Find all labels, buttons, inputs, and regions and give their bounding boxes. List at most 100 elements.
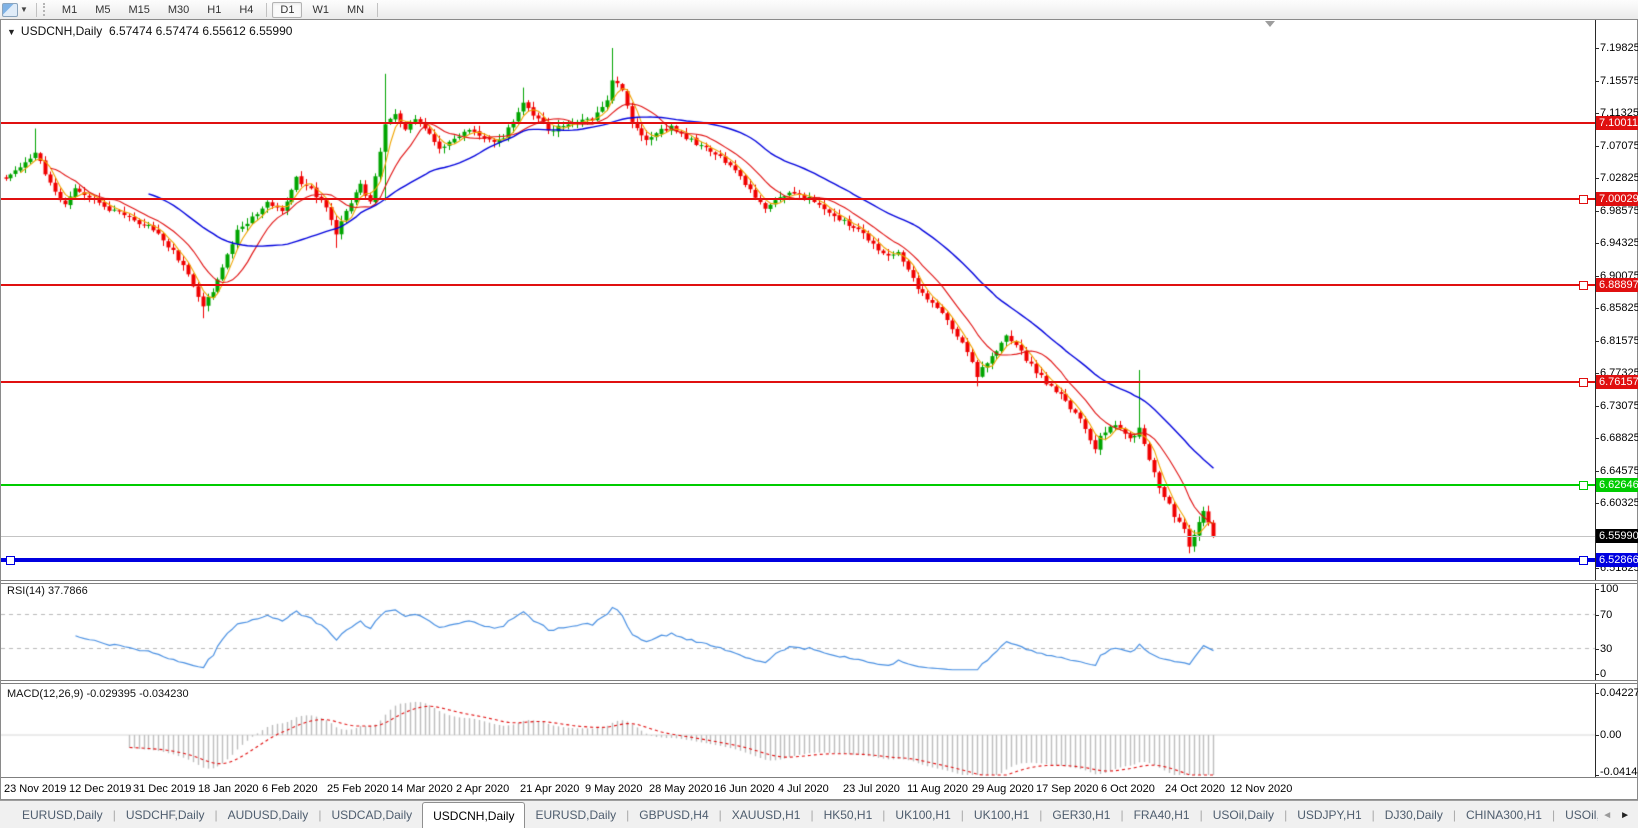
macd-label: MACD(12,26,9) -0.029395 -0.034230 (7, 688, 189, 700)
tab-eurusd-daily[interactable]: EURUSD,Daily (22, 807, 103, 822)
collapse-caret-icon[interactable]: ▼ (7, 27, 16, 37)
tab-eurusd-daily[interactable]: EURUSD,Daily (535, 807, 617, 822)
rsi-tick-mark (1595, 649, 1599, 650)
chevron-down-icon[interactable]: ▼ (20, 5, 28, 14)
tab-dj30-daily[interactable]: DJ30,Daily (1384, 807, 1443, 822)
timeframe-button-mn[interactable]: MN (346, 3, 365, 16)
timeframe-button-m30[interactable]: M30 (167, 3, 190, 16)
timeframe-button-h4[interactable]: H4 (239, 3, 254, 16)
price-chart-canvas[interactable] (1, 20, 1595, 580)
rsi-label: RSI(14) 37.7866 (7, 585, 88, 597)
tab-uk100-h1[interactable]: UK100,H1 (895, 807, 951, 822)
tab-hk50-h1[interactable]: HK50,H1 (823, 807, 873, 822)
price-tick-mark (1595, 211, 1599, 212)
toolbar-grip[interactable] (42, 3, 48, 16)
price-tick-label: 6.68825 (1600, 432, 1638, 444)
hline-handle-right[interactable] (1579, 195, 1588, 204)
tab-separator: | (1371, 807, 1375, 822)
tab-fra40-h1[interactable]: FRA40,H1 (1133, 807, 1190, 822)
panel-divider-macd[interactable] (1, 680, 1637, 684)
rsi-scale-label: 100 (1600, 583, 1619, 595)
hline-6.62646[interactable] (1, 484, 1595, 486)
price-badge-7.00029: 7.00029 (1596, 192, 1638, 206)
date-label: 6 Feb 2020 (262, 783, 318, 795)
price-tick-mark (1595, 178, 1599, 179)
tab-separator: | (1120, 807, 1124, 822)
timeframe-button-w1[interactable]: W1 (312, 3, 329, 16)
tab-ger30-h1[interactable]: GER30,H1 (1052, 807, 1111, 822)
price-tick-mark (1595, 406, 1599, 407)
rsi-scale-label: 30 (1600, 643, 1613, 655)
rsi-tick-mark (1595, 674, 1599, 675)
tab-usdcnh-daily[interactable]: USDCNH,Daily (422, 802, 526, 828)
tab-usoil-daily[interactable]: USOil,Daily (1212, 807, 1275, 822)
date-label: 23 Jul 2020 (843, 783, 900, 795)
tab-gbpusd-h4[interactable]: GBPUSD,H4 (639, 807, 709, 822)
chart-profile-icon[interactable] (2, 2, 18, 17)
tab-scroll-left-icon[interactable]: ◄ (1602, 809, 1613, 821)
price-tick-label: 6.64575 (1600, 465, 1638, 477)
price-badge-6.76157: 6.76157 (1596, 375, 1638, 389)
timeframe-button-m15[interactable]: M15 (128, 3, 150, 16)
price-tick-label: 7.15575 (1600, 75, 1638, 87)
hline-handle-right[interactable] (1579, 481, 1588, 490)
tab-china300-h1[interactable]: CHINA300,H1 (1465, 807, 1542, 822)
date-label: 23 Nov 2019 (4, 783, 67, 795)
date-label: 16 Jun 2020 (714, 783, 775, 795)
macd-canvas[interactable] (1, 683, 1595, 777)
price-tick-mark (1595, 243, 1599, 244)
timeframe-button-h1[interactable]: H1 (207, 3, 222, 16)
price-tick-mark (1595, 373, 1599, 374)
price-badge-7.10011: 7.10011 (1596, 116, 1638, 130)
price-axis-line (1595, 20, 1596, 777)
price-tick-label: 6.81575 (1600, 335, 1638, 347)
hline-6.88897[interactable] (1, 284, 1595, 286)
hline-7.00029[interactable] (1, 198, 1595, 200)
tab-separator: | (1039, 807, 1043, 822)
date-label: 2 Apr 2020 (456, 783, 510, 795)
date-label: 31 Dec 2019 (133, 783, 196, 795)
tab-scroll-right-icon[interactable]: ► (1620, 809, 1630, 821)
chart-ohlc-values: 6.57474 6.57474 6.55612 6.55990 (108, 24, 293, 38)
macd-tick-mark (1595, 735, 1599, 736)
panel-divider-rsi[interactable] (1, 580, 1637, 584)
hline-handle-right[interactable] (1579, 378, 1588, 387)
timeframe-button-m1[interactable]: M1 (61, 3, 78, 16)
chart-tab-bar: EURUSD,Daily | USDCHF,Daily | AUDUSD,Daily | U… (0, 800, 1638, 828)
rsi-scale-label: 70 (1600, 609, 1613, 621)
hline-6.52866[interactable] (1, 558, 1595, 562)
tab-audusd-daily[interactable]: AUDUSD,Daily (227, 807, 309, 822)
timeframe-button-d1[interactable]: D1 (272, 1, 303, 18)
tab-usdcad-daily[interactable]: USDCAD,Daily (331, 807, 413, 822)
hline-handle-right[interactable] (1579, 556, 1588, 565)
tab-xauusd-h1[interactable]: XAUUSD,H1 (731, 807, 801, 822)
tab-separator: | (960, 807, 964, 822)
price-tick-label: 6.73075 (1600, 400, 1638, 412)
date-label: 21 Apr 2020 (520, 783, 580, 795)
price-badge-6.62646: 6.62646 (1596, 478, 1638, 492)
rsi-canvas[interactable] (1, 582, 1595, 678)
hline-7.10011[interactable] (1, 122, 1595, 124)
tab-separator: | (718, 807, 722, 822)
price-tick-label: 6.98575 (1600, 205, 1638, 217)
hline-6.76157[interactable] (1, 381, 1595, 383)
date-label: 24 Oct 2020 (1165, 783, 1225, 795)
date-label: 12 Dec 2019 (69, 783, 132, 795)
price-tick-label: 7.02825 (1600, 172, 1638, 184)
chart-shift-marker-icon[interactable] (1265, 21, 1275, 27)
timeframe-button-m5[interactable]: M5 (95, 3, 111, 16)
hline-handle-left[interactable] (6, 556, 15, 565)
price-tick-label: 7.07075 (1600, 140, 1638, 152)
toolbar-separator (377, 2, 379, 17)
macd-scale-label: 0.00 (1600, 729, 1622, 741)
price-tick-mark (1595, 471, 1599, 472)
tab-usdchf-daily[interactable]: USDCHF,Daily (125, 807, 205, 822)
tab-uk100-h1[interactable]: UK100,H1 (973, 807, 1030, 822)
toolbar-separator (35, 2, 37, 17)
toolbar-separator (266, 2, 268, 17)
date-axis-separator (1, 777, 1637, 778)
tab-usdjpy-h1[interactable]: USDJPY,H1 (1297, 807, 1362, 822)
price-badge-6.52866: 6.52866 (1596, 553, 1638, 567)
hline-handle-right[interactable] (1579, 281, 1588, 290)
date-label: 18 Jan 2020 (198, 783, 259, 795)
